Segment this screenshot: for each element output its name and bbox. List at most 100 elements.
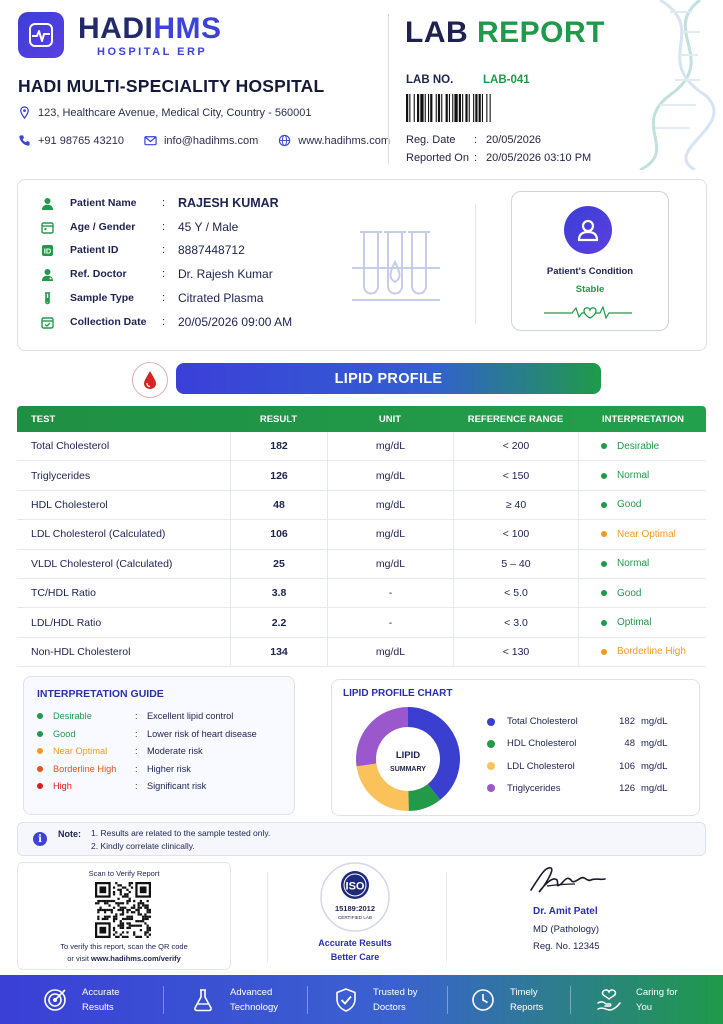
sample-type-row: Sample Type : Citrated Plasma	[40, 288, 263, 308]
header-divider	[388, 14, 389, 164]
svg-text:15189:2012: 15189:2012	[335, 904, 375, 913]
age-gender-row: Age / Gender : 45 Y / Male	[40, 217, 238, 237]
svg-text:CERTIFIED LAB: CERTIFIED LAB	[338, 915, 372, 920]
cell-test: Total Cholesterol	[31, 440, 110, 453]
cell-interpretation: Optimal	[578, 608, 706, 637]
id-card-icon: ID	[40, 243, 54, 257]
table-row: HDL Cholesterol 48 mg/dL ≥ 40 Good	[17, 490, 706, 521]
report-title: LAB REPORT	[405, 16, 606, 49]
legend-item: HDL Cholesterol 48 mg/dL	[487, 738, 667, 749]
cell-result: 25	[230, 549, 327, 578]
note-label: Note:	[58, 829, 81, 839]
guide-label: Near Optimal	[53, 746, 108, 757]
doctor-signature-icon	[530, 867, 606, 893]
hospital-name: HADI MULTI-SPECIALITY HOSPITAL	[18, 76, 325, 96]
condition-value: Stable	[575, 284, 605, 295]
cell-reference-range: 5 – 40	[453, 549, 578, 578]
cell-unit: mg/dL	[327, 520, 453, 549]
cell-unit: mg/dL	[327, 549, 453, 578]
condition-label: Patient's Condition	[546, 266, 634, 277]
guide-text: Excellent lipid control	[147, 711, 234, 721]
interpretation-guide: INTERPRETATION GUIDE Desirable: Excellent…	[23, 676, 295, 815]
cell-reference-range: < 3.0	[453, 608, 578, 637]
cell-test: Non-HDL Cholesterol	[31, 645, 131, 658]
cell-reference-range: < 150	[453, 461, 578, 490]
cell-unit: mg/dL	[327, 490, 453, 520]
cell-test: HDL Cholesterol	[31, 498, 108, 511]
verify-url-link[interactable]: www.hadihms.com/verify	[91, 954, 181, 963]
lab-no-label: LAB NO.	[406, 74, 454, 86]
guide-row: Desirable: Excellent lipid control	[37, 711, 233, 721]
cell-test: LDL Cholesterol (Calculated)	[31, 528, 166, 541]
guide-row: Good: Lower risk of heart disease	[37, 729, 257, 739]
donut-center-label: LIPID	[395, 750, 421, 761]
doctor-degree: MD (Pathology)	[533, 924, 599, 935]
donut-slice-hdl-cholesterol	[408, 784, 441, 811]
barcode-icon	[406, 94, 491, 122]
interpretation-text: Good	[617, 499, 642, 511]
legend-label: LDL Cholesterol	[507, 760, 575, 772]
cell-test: VLDL Cholesterol (Calculated)	[31, 557, 173, 570]
flask-icon	[194, 988, 212, 1011]
footer-separator	[447, 986, 448, 1014]
legend-item: LDL Cholesterol 106 mg/dL	[487, 761, 667, 772]
table-row: VLDL Cholesterol (Calculated) 25 mg/dL 5 – …	[17, 549, 706, 579]
legend-value: 106	[619, 760, 635, 772]
patient-name-value: RAJESH KUMAR	[178, 196, 279, 210]
cell-result: 126	[230, 461, 327, 490]
patient-id-row: ID Patient ID : 8887448712	[40, 240, 245, 260]
guide-text: Moderate risk	[147, 746, 203, 757]
donut-slice-total-cholesterol	[408, 707, 460, 800]
donut-center-sublabel: SUMMARY	[390, 766, 426, 773]
footer-separator	[570, 986, 571, 1014]
email-icon	[144, 136, 157, 146]
doctor-icon	[40, 267, 54, 281]
legend-swatch	[487, 717, 495, 726]
cell-unit: mg/dL	[327, 637, 453, 667]
website-text[interactable]: www.hadihms.com	[298, 134, 390, 147]
note-line-1: 1. Results are related to the sample tes…	[91, 828, 271, 838]
table-row: LDL Cholesterol (Calculated) 106 mg/dL < 10…	[17, 520, 706, 550]
table-row: Non-HDL Cholesterol 134 mg/dL < 130 Borderli…	[17, 637, 706, 668]
interpretation-text: Desirable	[617, 440, 660, 452]
guide-label: High	[53, 781, 72, 792]
status-dot-icon	[601, 619, 607, 626]
footer-item-accurate-results: Accurate Results	[42, 975, 120, 1024]
cell-interpretation: Normal	[578, 549, 706, 578]
calendar-check-icon	[40, 315, 54, 329]
footer-banner: Accurate Results Advanced Technology Trust…	[0, 975, 723, 1024]
reported-on-row: Reported On : 20/05/2026 03:10 PM	[406, 152, 592, 164]
shield-check-icon	[336, 987, 356, 1012]
phone-icon	[19, 135, 30, 146]
cell-test: LDL/HDL Ratio	[31, 616, 102, 629]
interpretation-text: Normal	[617, 470, 650, 482]
cell-unit: mg/dL	[327, 461, 453, 490]
brand-name: HADIHMS	[78, 12, 222, 45]
guide-label: Desirable	[53, 711, 92, 721]
interpretation-text: Optimal	[617, 617, 652, 629]
cell-test: TC/HDL Ratio	[31, 587, 96, 600]
cell-interpretation: Normal	[578, 461, 706, 490]
guide-row: High: Significant risk	[37, 781, 206, 791]
email-text[interactable]: info@hadihms.com	[163, 134, 259, 147]
legend-item: Total Cholesterol 182 mg/dL	[487, 716, 667, 727]
address-text: 123, Healthcare Avenue, Medical City, Co…	[38, 106, 312, 119]
table-row: TC/HDL Ratio 3.8- < 5.0 Good	[17, 578, 706, 609]
guide-label: Borderline High	[53, 763, 117, 774]
cell-result: 106	[230, 520, 327, 549]
status-dot-icon	[601, 531, 607, 538]
legend-item: Triglycerides 126 mg/dL	[487, 783, 667, 794]
note-line-2: 2. Kindly correlate clinically.	[91, 841, 195, 851]
legend-value: 126	[619, 782, 635, 794]
heartbeat-icon	[544, 305, 632, 320]
patient-condition-box: Patient's Condition Stable	[511, 191, 669, 331]
qr-code-icon[interactable]	[95, 882, 151, 938]
verify-title: Scan to Verify Report	[88, 869, 160, 878]
legend-swatch	[487, 739, 495, 748]
cell-unit: -	[327, 608, 453, 637]
footer-divider	[267, 872, 268, 962]
svg-text:ID: ID	[43, 246, 51, 255]
email-contact: info@hadihms.com	[144, 134, 258, 147]
table-header: TEST RESULT UNIT REFERENCE RANGE INTERPR…	[17, 406, 706, 432]
table-row: LDL/HDL Ratio 2.2- < 3.0 Optimal	[17, 608, 706, 638]
